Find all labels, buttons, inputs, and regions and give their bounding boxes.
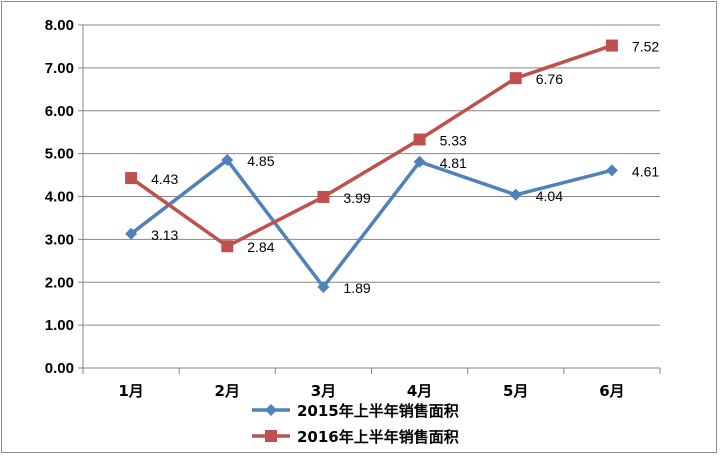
x-axis: 1月 2月 3月 4月 5月 6月 xyxy=(82,367,661,400)
data-point xyxy=(413,155,426,168)
data-label: 4.61 xyxy=(632,163,659,179)
data-label: 1.89 xyxy=(343,280,370,296)
y-tick-label: 1.00 xyxy=(45,317,74,334)
data-point xyxy=(509,188,522,201)
data-label: 4.85 xyxy=(247,153,274,169)
series-1: 3.13 4.85 1.89 4.81 4.04 4.61 xyxy=(125,153,659,296)
y-tick-label: 4.00 xyxy=(45,189,74,206)
data-point xyxy=(605,39,618,52)
x-tick-label: 2月 xyxy=(215,382,240,400)
x-tick-label: 5月 xyxy=(503,382,528,400)
legend-marker xyxy=(265,404,277,416)
data-label: 6.76 xyxy=(536,71,563,87)
legend-marker xyxy=(265,430,277,442)
series-line xyxy=(130,158,613,289)
legend-item-2: 2016年上半年销售面积 xyxy=(252,428,459,446)
legend-item-1: 2015年上半年销售面积 xyxy=(252,402,459,420)
data-label: 5.33 xyxy=(440,132,467,148)
data-label: 3.99 xyxy=(343,190,370,206)
legend: 2015年上半年销售面积 2016年上半年销售面积 xyxy=(252,402,459,446)
data-point xyxy=(125,172,138,185)
x-tick-label: 1月 xyxy=(118,382,143,400)
y-axis: 0.00 1.00 2.00 3.00 4.00 5.00 6.00 7.00 8.00 xyxy=(45,17,84,377)
data-point xyxy=(317,190,330,203)
series-layer: 3.13 4.85 1.89 4.81 4.04 4.61 4.43 2.84 3.99 5.33… xyxy=(125,39,659,296)
data-point xyxy=(125,227,138,240)
x-tick-label: 4月 xyxy=(407,382,432,400)
data-point xyxy=(221,154,234,167)
y-tick-label: 3.00 xyxy=(45,231,74,248)
y-tick-label: 8.00 xyxy=(45,17,74,34)
data-point xyxy=(221,240,234,253)
y-tick-label: 5.00 xyxy=(45,146,74,163)
grid-lines xyxy=(83,24,660,326)
y-tick-label: 0.00 xyxy=(45,360,74,377)
y-tick-label: 2.00 xyxy=(45,274,74,291)
y-tick-label: 6.00 xyxy=(45,103,74,120)
data-point xyxy=(509,72,522,85)
x-tick-label: 6月 xyxy=(599,382,624,400)
data-point xyxy=(317,280,330,293)
data-point xyxy=(605,164,618,177)
series-line xyxy=(130,43,613,248)
x-tick-label: 3月 xyxy=(311,382,336,400)
series-2: 4.43 2.84 3.99 5.33 6.76 7.52 xyxy=(125,39,659,255)
legend-label: 2015年上半年销售面积 xyxy=(297,402,459,420)
data-label: 7.52 xyxy=(632,39,659,55)
data-label: 4.43 xyxy=(151,171,178,187)
data-point xyxy=(413,133,426,146)
data-label: 2.84 xyxy=(247,239,274,255)
data-label: 4.04 xyxy=(536,188,563,204)
data-label: 3.13 xyxy=(151,227,178,243)
legend-label: 2016年上半年销售面积 xyxy=(297,428,459,446)
y-tick-label: 7.00 xyxy=(45,60,74,77)
data-label: 4.81 xyxy=(440,155,467,171)
